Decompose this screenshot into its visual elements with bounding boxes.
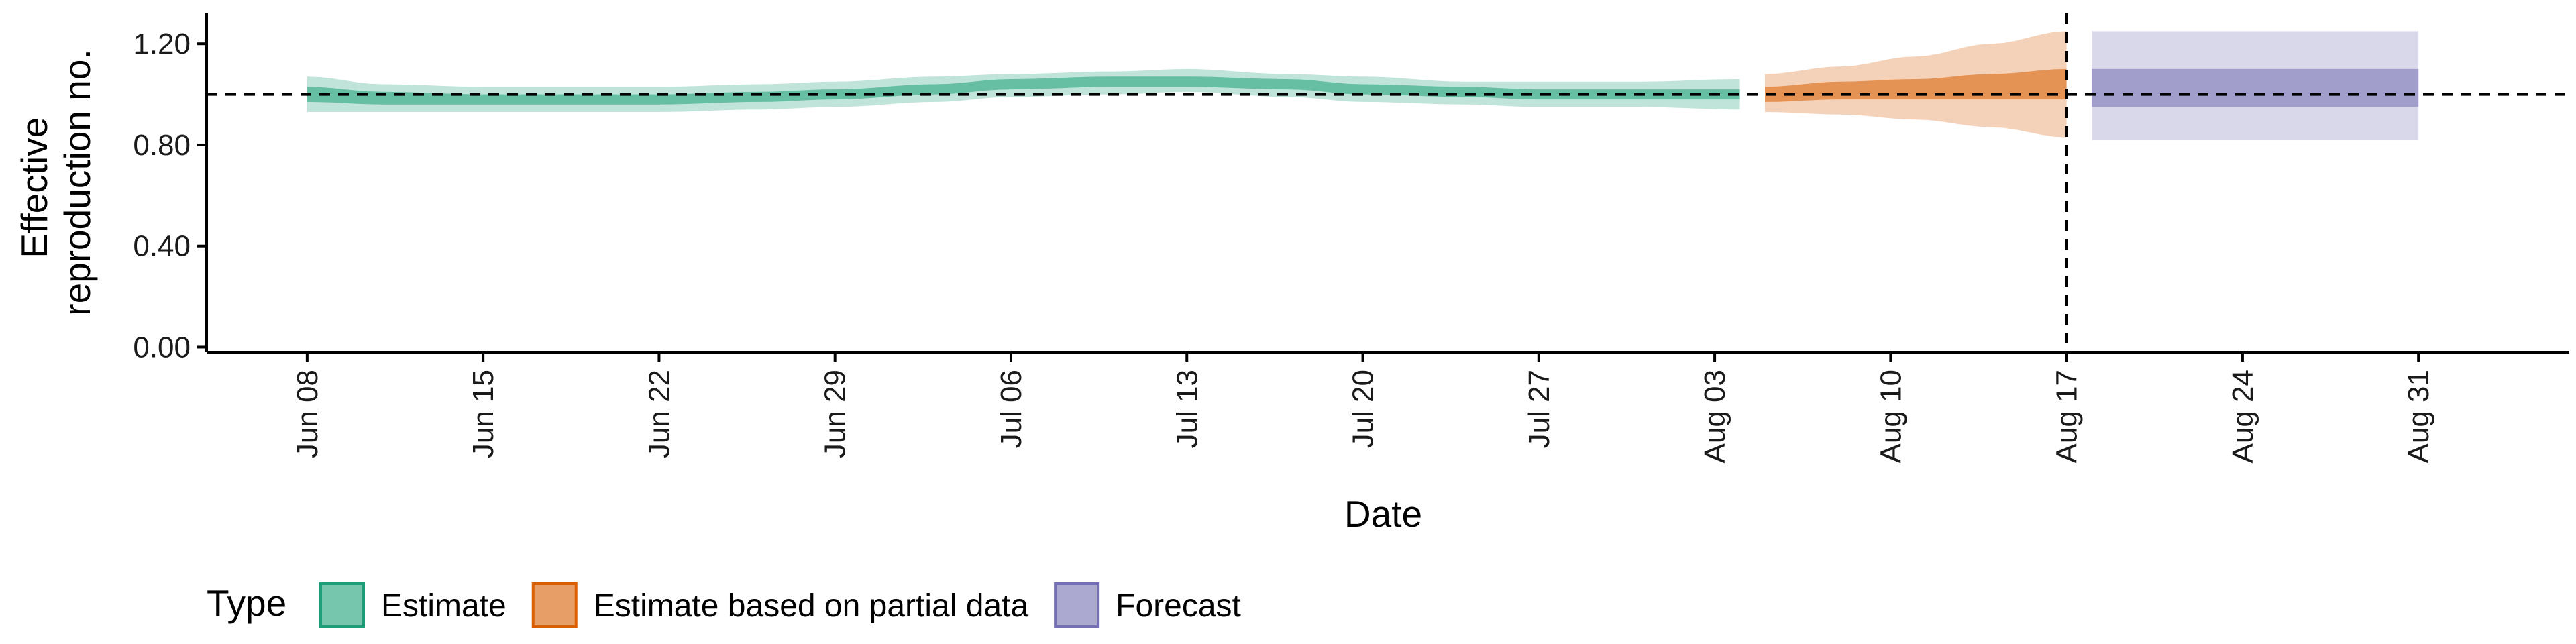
x-tick-label: Aug 03 — [1699, 370, 1731, 463]
y-tick-label: 0.00 — [133, 331, 191, 364]
x-tick-label: Jul 13 — [1171, 370, 1203, 448]
legend-label-estimate-based-on-partial-data: Estimate based on partial data — [594, 588, 1029, 624]
y-axis-title: Effective reproduction no. — [13, 49, 98, 316]
axes — [205, 13, 2569, 354]
x-tick-label: Jul 20 — [1347, 370, 1380, 448]
x-tick-label: Aug 10 — [1874, 370, 1907, 463]
x-tick-label: Jun 29 — [819, 370, 852, 458]
x-tick-label: Jun 15 — [467, 370, 500, 458]
legend: Type Estimate Estimate based on partial d… — [207, 582, 1241, 628]
y-tick-label: 1.20 — [133, 28, 191, 60]
legend-swatch-estimate-based-on-partial-data — [531, 582, 578, 628]
y-tick-label: 0.40 — [133, 230, 191, 263]
x-axis-title: Date — [1344, 493, 1422, 535]
legend-title: Type — [207, 582, 286, 624]
uncertainty-bands — [307, 31, 2419, 140]
legend-label-forecast: Forecast — [1116, 588, 1241, 624]
x-tick-label: Jun 22 — [643, 370, 676, 458]
legend-swatch-estimate — [319, 582, 365, 628]
y-tick-label: 0.80 — [133, 129, 191, 162]
reference-lines — [207, 13, 2569, 352]
x-tick-label: Aug 24 — [2226, 370, 2259, 463]
y-axis-title-line-1: Effective — [13, 117, 55, 258]
legend-label-estimate: Estimate — [381, 588, 506, 624]
y-axis-ticks: 0.00 0.40 0.80 1.20 — [133, 28, 207, 364]
x-tick-label: Aug 17 — [2051, 370, 2084, 463]
band-50-forecast — [2092, 68, 2419, 107]
x-tick-label: Aug 31 — [2402, 370, 2435, 463]
y-axis-title-line-2: reproduction no. — [56, 49, 98, 316]
x-tick-label: Jul 27 — [1523, 370, 1556, 448]
band-50-estimate — [307, 76, 1740, 105]
x-axis-ticks: Jun 08 Jun 15 Jun 22 Jun 29 Jul 06 Jul 13 Jul … — [291, 352, 2435, 463]
x-tick-label: Jul 06 — [995, 370, 1028, 448]
x-tick-label: Jun 08 — [291, 370, 324, 458]
legend-swatch-forecast — [1054, 582, 1100, 628]
